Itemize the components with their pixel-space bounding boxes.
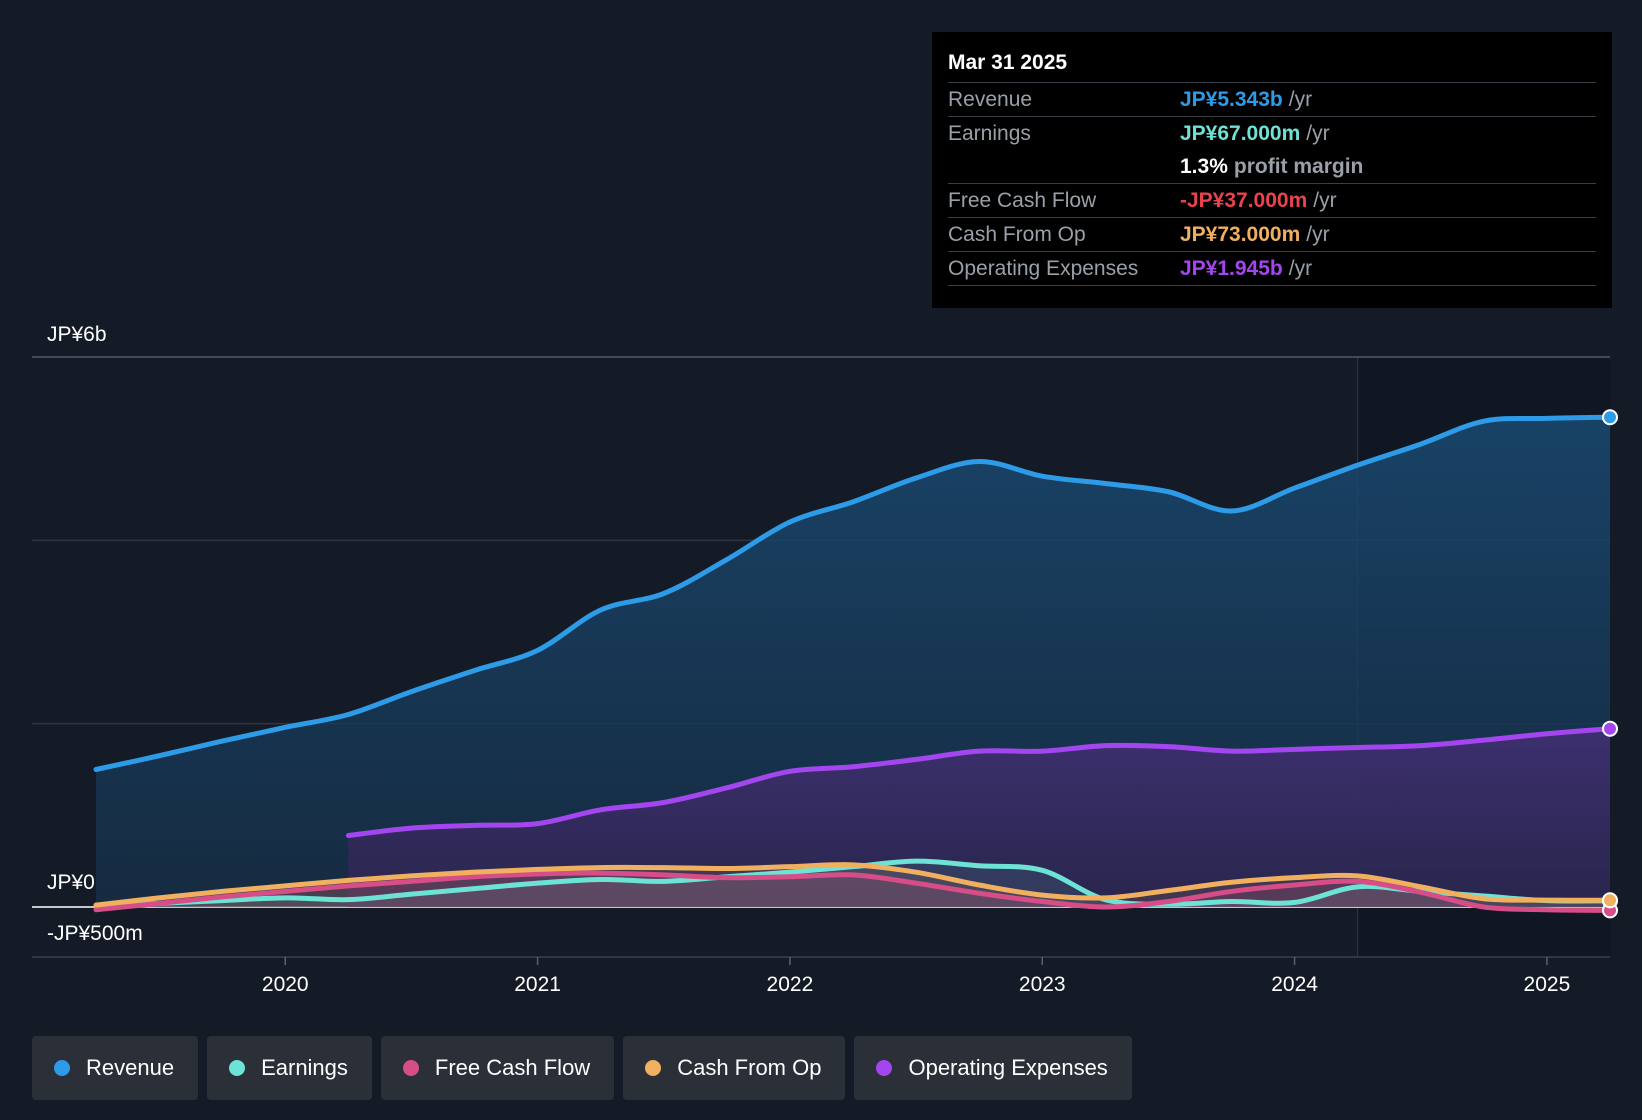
tooltip-value: JP¥73.000m <box>1180 223 1301 246</box>
x-tick-label: 2020 <box>262 973 309 996</box>
tooltip-label: Cash From Op <box>948 223 1086 246</box>
tooltip-panel: Mar 31 2025 Revenue JP¥5.343b /yr Earnin… <box>932 32 1612 308</box>
series-areas <box>96 417 1610 911</box>
tooltip-label <box>948 150 1180 183</box>
tooltip-value: 1.3% <box>1180 155 1228 178</box>
legend-label: Operating Expenses <box>908 1055 1108 1080</box>
operating-expenses-end-dot[interactable] <box>1602 720 1618 737</box>
x-tick-label: 2022 <box>767 973 814 996</box>
series-lines <box>93 414 1613 913</box>
operating-expenses-line <box>345 726 1613 838</box>
tooltip-value: -JP¥37.000m <box>1180 189 1308 212</box>
free-cash-flow-line <box>93 870 1613 913</box>
revenue-line <box>93 414 1613 772</box>
chart-legend: Revenue Earnings Free Cash Flow Cash Fro… <box>32 1036 1141 1100</box>
x-tick-label: 2023 <box>1019 973 1066 996</box>
legend-item-earnings[interactable]: Earnings <box>207 1036 372 1100</box>
cash-from-op-line <box>93 862 1613 908</box>
tooltip-date: Mar 31 2025 <box>948 51 1068 74</box>
x-tick-label: 2025 <box>1524 973 1571 996</box>
tooltip-unit: /yr <box>1306 223 1330 246</box>
tooltip-unit: profit margin <box>1233 155 1364 178</box>
legend-dot-icon <box>876 1060 893 1076</box>
tooltip-value: JP¥5.343b <box>1180 88 1283 111</box>
y-label-top: JP¥6b <box>47 323 107 346</box>
tooltip-unit: /yr <box>1288 88 1313 111</box>
tooltip-unit: /yr <box>1313 189 1337 212</box>
tooltip-label: Revenue <box>948 88 1033 111</box>
x-tick-label: 2024 <box>1271 973 1318 996</box>
revenue-end-dot[interactable] <box>1602 409 1618 426</box>
operating-expenses-area <box>348 728 1610 907</box>
legend-dot-icon <box>645 1060 662 1076</box>
tooltip-label: Free Cash Flow <box>948 189 1097 212</box>
tooltip-value: JP¥67.000m <box>1180 122 1301 145</box>
legend-item-free-cash-flow[interactable]: Free Cash Flow <box>380 1036 615 1100</box>
legend-label: Revenue <box>86 1055 175 1080</box>
tooltip-unit: /yr <box>1306 122 1330 145</box>
tooltip-label: Operating Expenses <box>948 257 1139 280</box>
legend-item-cash-from-op[interactable]: Cash From Op <box>623 1036 846 1100</box>
tooltip-label: Earnings <box>948 122 1031 145</box>
x-axis-ticks: 2020 2021 2022 2023 2024 2025 <box>262 957 1570 996</box>
y-label-zero: JP¥0 <box>47 871 95 894</box>
tooltip-row-free-cash-flow: Free Cash Flow -JP¥37.000m /yr <box>948 183 1596 217</box>
tooltip-row-profit-margin: 1.3% profit margin <box>948 150 1596 183</box>
legend-item-revenue[interactable]: Revenue <box>32 1036 199 1100</box>
cash-from-op-end-dot[interactable] <box>1602 892 1618 909</box>
legend-label: Free Cash Flow <box>434 1055 591 1080</box>
legend-label: Earnings <box>261 1055 348 1080</box>
tooltip-unit: /yr <box>1288 257 1313 280</box>
tooltip-row-earnings: Earnings JP¥67.000m /yr <box>948 116 1596 150</box>
x-tick-label: 2021 <box>514 973 561 996</box>
tooltip-value: JP¥1.945b <box>1180 257 1283 280</box>
tooltip-row-operating-expenses: Operating Expenses JP¥1.945b /yr <box>948 251 1596 286</box>
tooltip-row-revenue: Revenue JP¥5.343b /yr <box>948 82 1596 116</box>
series-end-dots <box>1602 409 1618 919</box>
tooltip-row-cash-from-op: Cash From Op JP¥73.000m /yr <box>948 217 1596 251</box>
legend-dot-icon <box>229 1060 246 1076</box>
earnings-area <box>96 861 1610 907</box>
legend-label: Cash From Op <box>677 1055 822 1080</box>
legend-dot-icon <box>402 1060 419 1076</box>
y-label-negative: -JP¥500m <box>47 922 143 945</box>
legend-item-operating-expenses[interactable]: Operating Expenses <box>854 1036 1132 1100</box>
legend-dot-icon <box>54 1060 70 1076</box>
